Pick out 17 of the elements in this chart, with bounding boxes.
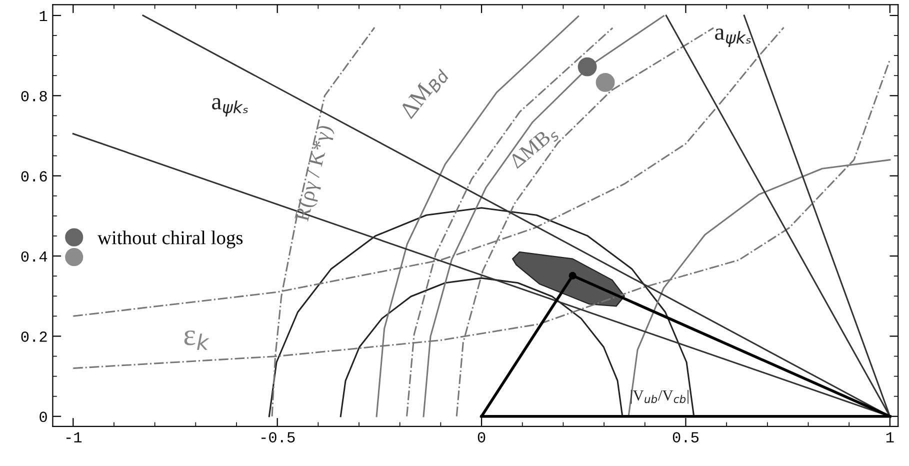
y-tick-label: 0.8: [21, 90, 47, 102]
legend-label: without chiral logs: [97, 230, 243, 248]
y-tick-label: 0: [40, 412, 47, 422]
y-tick-label: 1: [40, 10, 48, 22]
annotation: ε$_{k}$: [184, 330, 210, 350]
annotation: ΔMB$_{s}$: [508, 124, 560, 172]
x-tick-label: -1: [66, 432, 82, 442]
y-tick-label: 0.4: [21, 251, 48, 262]
annotation: a$_{ψkₛ}$: [212, 98, 248, 117]
y-tick-label: 0.2: [21, 332, 47, 342]
x-tick-label: 1: [886, 432, 894, 442]
y-tick-label: 0.6: [21, 171, 47, 182]
annotation: ΔM$_{Bd}$: [399, 64, 450, 122]
x-tick-label: -0.5: [261, 432, 295, 442]
x-tick-label: 0: [478, 432, 486, 442]
x-tick-label: 0.5: [672, 432, 699, 442]
annotation: a$_{ψkₛ}$: [715, 28, 751, 47]
